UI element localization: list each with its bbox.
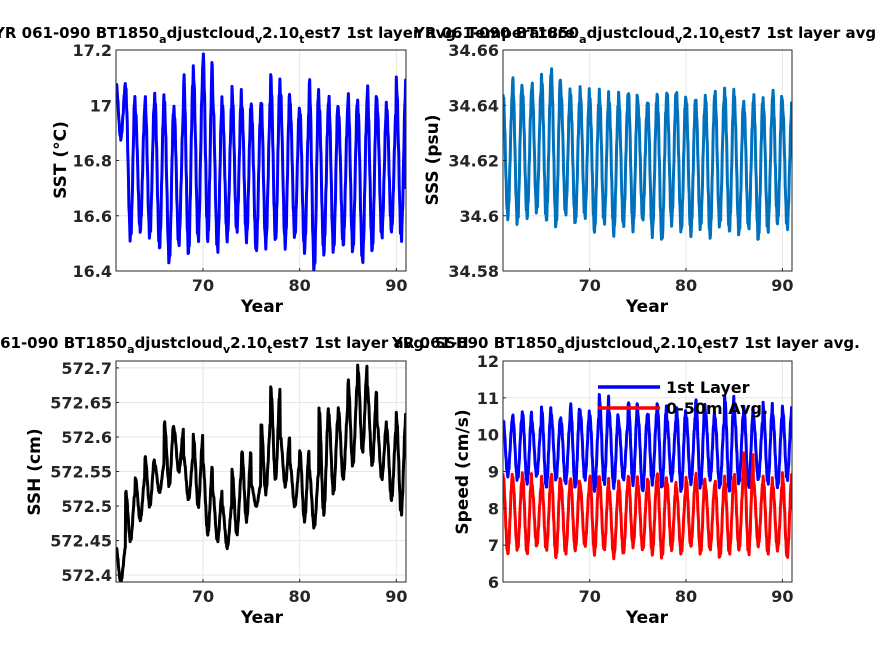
series-group-sst (116, 52, 406, 271)
x-tick-label: 70 (579, 587, 601, 606)
series-line-0-50m-avg- (503, 451, 792, 561)
y-tick-label: 12 (477, 352, 499, 371)
series-group-speed (503, 393, 792, 561)
xlabel-speed: Year (625, 608, 669, 628)
ylabel-sst: SST (°C) (51, 121, 71, 199)
y-tick-label: 572.5 (61, 497, 112, 516)
ylabel-ssh: SSH (cm) (25, 428, 45, 515)
y-tick-label: 572.45 (50, 532, 112, 551)
y-tick-label: 34.6 (460, 207, 499, 226)
y-tick-label: 572.55 (50, 463, 112, 482)
y-tick-label: 11 (477, 389, 499, 408)
series-line-panel-2 (116, 363, 406, 582)
ticks-speed: 70 80 90 6 7 8 9 10 11 12 (477, 352, 794, 606)
legend-label-0-50m-avg: 0-50m Avg. (666, 399, 768, 418)
x-tick-label: 70 (192, 587, 214, 606)
y-tick-label: 7 (488, 536, 499, 555)
x-tick-label: 80 (675, 276, 697, 295)
legend-speed: 1st Layer 0-50m Avg. (598, 378, 768, 418)
ticks-sst: 70 80 90 16.4 16.6 16.8 17 17.2 (73, 41, 408, 295)
y-tick-label: 572.4 (61, 566, 112, 585)
x-tick-label: 80 (675, 587, 697, 606)
xlabel-ssh: Year (240, 608, 284, 628)
y-tick-label: 572.7 (61, 359, 112, 378)
title-speed: YR 061-090 BT1850adjustcloudv2.10test7 1… (391, 334, 860, 356)
y-tick-label: 16.4 (73, 262, 112, 281)
x-tick-label: 90 (771, 587, 793, 606)
x-tick-label: 90 (771, 276, 793, 295)
xlabel-sss: Year (625, 297, 669, 317)
y-tick-label: 17.2 (73, 41, 112, 60)
ylabel-sss: SSS (psu) (423, 114, 443, 205)
title-sss: YR 061-090 BT1850adjustcloudv2.10test7 1… (413, 24, 875, 46)
y-tick-label: 9 (488, 463, 499, 482)
y-tick-label: 34.66 (448, 41, 499, 60)
x-tick-label: 70 (579, 276, 601, 295)
y-tick-label: 16.6 (73, 207, 112, 226)
y-tick-label: 34.64 (448, 96, 499, 115)
y-tick-label: 16.8 (73, 152, 112, 171)
ticks-sss: 70 80 90 34.58 34.6 34.62 34.64 34.66 (448, 41, 793, 295)
series-line-panel-1 (503, 67, 792, 241)
series-group-ssh (116, 363, 406, 582)
x-tick-label: 90 (385, 276, 407, 295)
x-tick-label: 80 (289, 587, 311, 606)
x-tick-label: 70 (192, 276, 214, 295)
y-tick-label: 572.6 (61, 428, 112, 447)
series-line-1st-layer (503, 393, 792, 493)
panel-sss: YR 061-090 BT1850adjustcloudv2.10test7 1… (413, 24, 875, 317)
ylabel-speed: Speed (cm/s) (453, 409, 473, 534)
panel-sst: YR 061-090 BT1850adjustcloudv2.10test7 1… (0, 24, 575, 317)
title-sst: YR 061-090 BT1850adjustcloudv2.10test7 1… (0, 24, 575, 46)
y-tick-label: 34.62 (448, 152, 499, 171)
x-tick-label: 90 (385, 587, 407, 606)
y-tick-label: 572.65 (50, 393, 112, 412)
y-tick-label: 6 (488, 573, 499, 592)
y-tick-label: 34.58 (448, 262, 499, 281)
ticks-ssh: 70 80 90 572.4 572.45 572.5 572.55 572.6 572.65 5… (50, 359, 407, 606)
x-tick-label: 80 (289, 276, 311, 295)
xlabel-sst: Year (240, 297, 284, 317)
y-tick-label: 10 (477, 426, 499, 445)
series-group-sss (503, 67, 792, 241)
y-tick-label: 17 (90, 96, 112, 115)
panel-speed: YR 061-090 BT1850adjustcloudv2.10test7 1… (391, 334, 860, 628)
y-tick-label: 8 (488, 499, 499, 518)
title-ssh: YR 061-090 BT1850adjustcloudv2.10test7 1… (0, 334, 469, 356)
legend-label-1st-layer: 1st Layer (666, 378, 750, 397)
series-line-panel-0 (116, 52, 406, 271)
panel-ssh: YR 061-090 BT1850adjustcloudv2.10test7 1… (0, 334, 469, 628)
